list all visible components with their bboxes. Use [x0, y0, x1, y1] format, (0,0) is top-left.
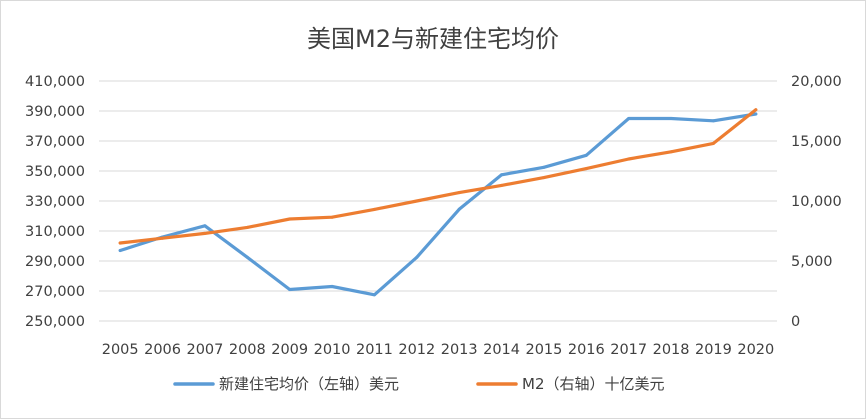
data-point-2 — [118, 241, 122, 245]
x-tick-label: 2018 — [653, 342, 690, 358]
x-tick-label: 2005 — [102, 342, 139, 358]
gridlines — [99, 80, 777, 322]
x-tick-label: 2006 — [144, 342, 181, 358]
chart-title: 美国M2与新建住宅均价 — [307, 25, 559, 53]
data-point-2 — [584, 167, 588, 171]
right-tick-label: 0 — [791, 314, 800, 330]
x-tick-label: 2015 — [525, 342, 562, 358]
left-tick-label: 250,000 — [25, 314, 85, 330]
left-tick-label: 290,000 — [25, 254, 85, 270]
x-tick-label: 2007 — [186, 342, 223, 358]
left-tick-label: 390,000 — [25, 104, 85, 120]
x-tick-label: 2017 — [610, 342, 647, 358]
data-point-2 — [627, 157, 631, 161]
left-tick-label: 350,000 — [25, 164, 85, 180]
x-tick-label: 2013 — [441, 342, 478, 358]
data-point-2 — [415, 199, 419, 203]
right-tick-label: 15,000 — [791, 134, 842, 150]
data-point-1 — [372, 293, 376, 297]
legend: 新建住宅均价（左轴）美元 M2（右轴）十亿美元 — [173, 375, 665, 393]
data-point-2 — [203, 231, 207, 235]
data-point-1 — [415, 255, 419, 259]
right-tick-label: 10,000 — [791, 194, 842, 210]
data-point-1 — [584, 153, 588, 157]
left-tick-label: 310,000 — [25, 224, 85, 240]
x-tick-label: 2011 — [356, 342, 393, 358]
data-point-1 — [330, 285, 334, 288]
left-tick-label: 370,000 — [25, 134, 85, 150]
x-tick-label: 2019 — [695, 342, 732, 358]
data-point-1 — [203, 224, 207, 228]
x-tick-label: 2012 — [398, 342, 435, 358]
data-point-1 — [457, 207, 461, 211]
data-point-1 — [669, 117, 673, 120]
data-point-2 — [245, 225, 249, 229]
data-point-2 — [754, 108, 758, 112]
data-point-2 — [288, 217, 292, 221]
data-point-1 — [288, 288, 292, 291]
right-axis: 0 5,000 10,000 15,000 20,000 — [791, 74, 842, 330]
legend-label-2: M2（右轴）十亿美元 — [522, 375, 665, 393]
data-point-2 — [542, 176, 546, 180]
series — [118, 108, 758, 297]
left-tick-label: 410,000 — [25, 74, 85, 90]
data-point-2 — [711, 141, 715, 145]
x-tick-label: 2010 — [314, 342, 351, 358]
x-tick-label: 2016 — [568, 342, 605, 358]
left-axis: 250,000 270,000 290,000 310,000 330,000 350,0… — [25, 74, 85, 330]
x-tick-label: 2008 — [229, 342, 266, 358]
data-point-2 — [457, 191, 461, 195]
data-point-1 — [118, 249, 122, 252]
x-tick-label: 2014 — [483, 342, 520, 358]
left-tick-label: 270,000 — [25, 284, 85, 300]
right-tick-label: 20,000 — [791, 74, 842, 90]
x-tick-label: 2020 — [737, 342, 774, 358]
data-point-1 — [627, 117, 631, 120]
data-point-1 — [754, 112, 758, 116]
data-point-2 — [161, 236, 165, 240]
data-point-2 — [500, 183, 504, 187]
series-line-2 — [118, 108, 758, 245]
left-tick-label: 330,000 — [25, 194, 85, 210]
x-axis: 2005 2006 2007 2008 2009 2010 2011 2012 2013 2014… — [102, 342, 775, 358]
data-point-1 — [245, 255, 249, 259]
data-point-2 — [330, 215, 334, 219]
x-tick-label: 2009 — [271, 342, 308, 358]
right-tick-label: 5,000 — [791, 254, 833, 270]
legend-label-1: 新建住宅均价（左轴）美元 — [219, 375, 399, 393]
data-point-1 — [500, 173, 504, 177]
data-point-1 — [711, 119, 715, 123]
data-point-1 — [542, 165, 546, 169]
series-line-1 — [118, 112, 758, 297]
data-point-2 — [372, 207, 376, 211]
data-point-2 — [669, 150, 673, 154]
